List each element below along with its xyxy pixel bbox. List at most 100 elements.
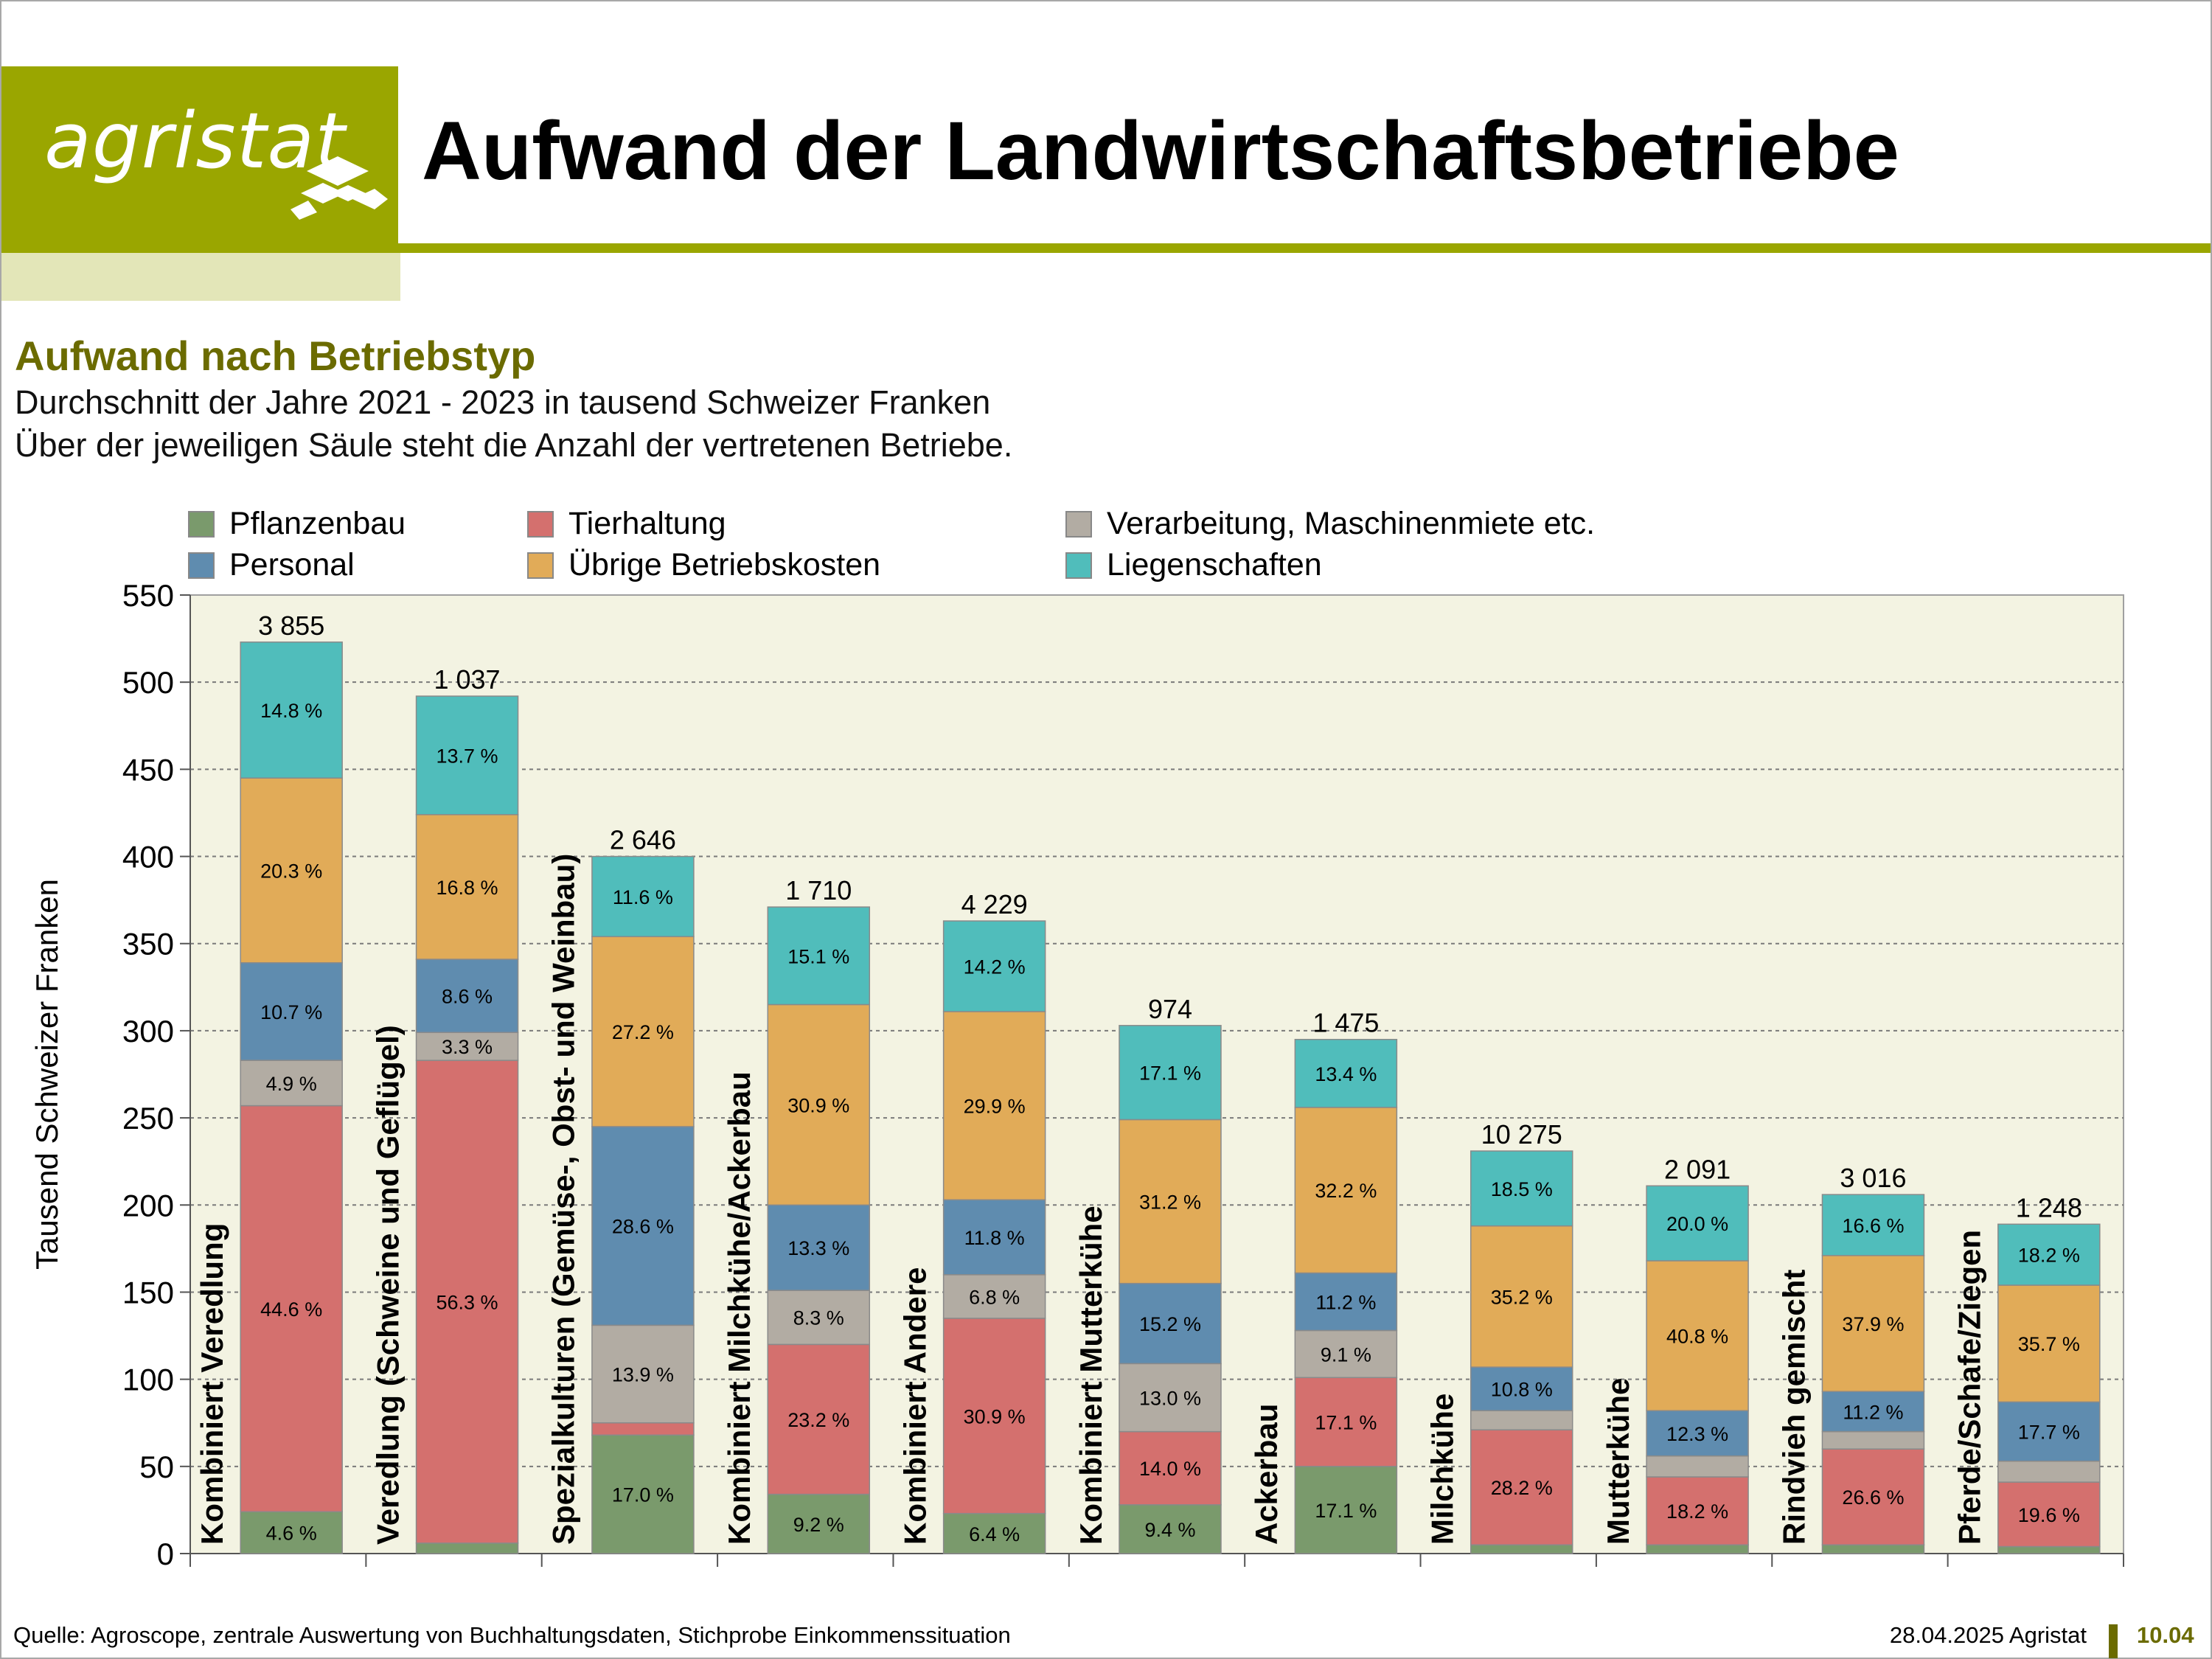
description-line-1: Durchschnitt der Jahre 2021 - 2023 in ta…	[15, 383, 991, 421]
farm-count-label: 974	[1148, 994, 1192, 1024]
legend-label: Liegenschaften	[1107, 547, 1322, 582]
bar-segment	[942, 1512, 1046, 1554]
bar-segment	[415, 814, 519, 960]
bar-segment	[767, 1004, 871, 1206]
segment-label: 23.2 %	[787, 1409, 849, 1431]
bar-segment	[1294, 1038, 1398, 1108]
segment-label: 31.2 %	[1139, 1192, 1201, 1214]
bar-segment	[1119, 1363, 1222, 1433]
bar-segment	[591, 855, 695, 938]
bar-segment	[767, 1493, 871, 1554]
category-label: Kombiniert Veredlung	[195, 1223, 229, 1545]
segment-label: 18.2 %	[1666, 1500, 1728, 1523]
segment-label: 32.2 %	[1315, 1180, 1377, 1202]
segment-label: 14.8 %	[260, 700, 322, 722]
segment-label: 4.9 %	[266, 1073, 317, 1095]
segment-label: 9.1 %	[1321, 1343, 1371, 1366]
category-label: Kombiniert Mutterkühe	[1074, 1206, 1108, 1545]
y-tick-label: 500	[122, 665, 174, 700]
legend-label: Verarbeitung, Maschinenmiete etc.	[1107, 506, 1596, 541]
bar-segment	[1294, 1272, 1398, 1332]
segment-label: 17.7 %	[2018, 1422, 2080, 1444]
bar-segment	[1997, 1460, 2101, 1483]
bar-segment	[1294, 1377, 1398, 1467]
segment-label: 15.1 %	[787, 945, 849, 967]
segment-label: 19.6 %	[2018, 1504, 2080, 1526]
segment-label: 11.2 %	[1315, 1291, 1376, 1313]
farm-count-label: 4 229	[961, 889, 1028, 919]
y-tick-label: 150	[122, 1275, 174, 1310]
bar-segment	[1119, 1119, 1222, 1284]
segment-label: 11.6 %	[613, 886, 673, 908]
bar-segment	[1997, 1481, 2101, 1548]
category-label: Ackerbau	[1249, 1404, 1284, 1545]
segment-label: 40.8 %	[1666, 1326, 1728, 1348]
category-label: Kombiniert Milchkühe/Ackerbau	[722, 1071, 757, 1545]
bar-segment	[240, 1511, 343, 1554]
segment-label: 10.7 %	[260, 1001, 322, 1023]
segment-label: 26.6 %	[1842, 1486, 1904, 1509]
segment-label: 9.4 %	[1144, 1519, 1195, 1541]
farm-count-label: 3 855	[258, 611, 324, 641]
bar-segment	[1821, 1391, 1925, 1433]
segment-label: 30.9 %	[964, 1405, 1026, 1427]
header-rule	[398, 243, 2211, 253]
segment-label: 8.3 %	[793, 1307, 844, 1329]
bar-segment	[415, 1032, 519, 1061]
bar-segment	[1646, 1455, 1749, 1478]
segment-label: 13.0 %	[1139, 1387, 1201, 1409]
category-label: Spezialkulturen (Gemüse-, Obst- und Wein…	[546, 854, 581, 1545]
bar-segment	[1646, 1410, 1749, 1457]
legend-label: Tierhaltung	[568, 506, 726, 541]
legend-swatch	[1065, 552, 1092, 579]
segment-label: 17.1 %	[1139, 1062, 1201, 1085]
category-label: Milchkühe	[1425, 1394, 1460, 1545]
legend-swatch	[1065, 510, 1092, 538]
segment-label: 10.8 %	[1491, 1379, 1553, 1401]
bar-segment	[1470, 1366, 1573, 1411]
segment-label: 17.0 %	[612, 1484, 674, 1506]
segment-label: 18.2 %	[2018, 1245, 2080, 1267]
footer-source: Quelle: Agroscope, zentrale Auswertung v…	[13, 1622, 1011, 1648]
category-label: Mutterkühe	[1601, 1378, 1635, 1545]
segment-label: 20.3 %	[260, 860, 322, 882]
segment-label: 3.3 %	[442, 1036, 493, 1058]
legend-item-liegenschaften: Liegenschaften	[1065, 547, 1322, 583]
y-tick-label: 0	[157, 1537, 174, 1571]
logo-underbar	[1, 253, 400, 301]
legend-swatch	[188, 552, 215, 579]
category-label: Veredlung (Schweine und Geflügel)	[370, 1025, 405, 1545]
bar-segment	[240, 1105, 343, 1513]
segment-label: 27.2 %	[612, 1021, 674, 1043]
segment-label: 9.2 %	[793, 1514, 844, 1536]
page-title: Aufwand der Landwirtschaftsbetriebe	[422, 105, 1899, 197]
segment-label: 29.9 %	[964, 1096, 1026, 1118]
bar-segment	[240, 641, 343, 779]
legend-label: Personal	[229, 547, 355, 582]
logo-diamonds-icon	[291, 156, 388, 220]
segment-label: 6.4 %	[969, 1523, 1020, 1545]
segment-label: 16.8 %	[437, 877, 498, 899]
bar-segment	[415, 1543, 519, 1554]
bar-segment	[1821, 1194, 1925, 1256]
farm-count-label: 1 475	[1312, 1008, 1379, 1038]
bar-segment	[942, 1274, 1046, 1319]
farm-count-label: 2 091	[1664, 1154, 1731, 1184]
farm-count-label: 3 016	[1840, 1163, 1906, 1193]
segment-label: 8.6 %	[442, 986, 493, 1008]
bar-segment	[1119, 1282, 1222, 1365]
segment-label: 17.1 %	[1315, 1500, 1377, 1522]
segment-label: 13.9 %	[612, 1364, 674, 1386]
bar-segment	[1646, 1185, 1749, 1262]
bar-segment	[1646, 1544, 1749, 1554]
legend-label: Übrige Betriebskosten	[568, 547, 881, 582]
bar-segment	[415, 959, 519, 1034]
segment-label: 28.2 %	[1491, 1477, 1553, 1499]
farm-count-label: 1 037	[434, 664, 500, 695]
y-tick-label: 200	[122, 1188, 174, 1222]
y-axis-label: Tausend Schweizer Franken	[29, 879, 64, 1270]
legend-item-pflanzenbau: Pflanzenbau	[188, 506, 406, 542]
legend-item-tierhaltung: Tierhaltung	[527, 506, 726, 542]
